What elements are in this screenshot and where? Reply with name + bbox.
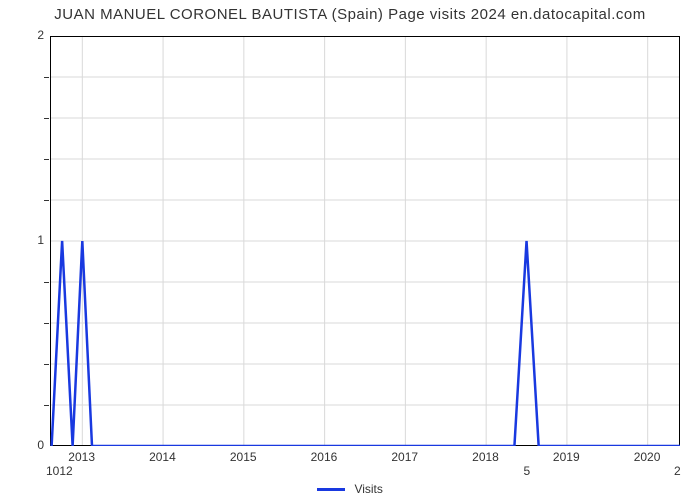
chart-title: JUAN MANUEL CORONEL BAUTISTA (Spain) Pag… xyxy=(0,6,700,23)
y-minor-tick xyxy=(44,200,49,201)
x-tick-label: 2017 xyxy=(391,450,418,464)
legend-swatch xyxy=(317,488,345,491)
y-tick-label: 0 xyxy=(37,438,44,452)
y-tick-label: 1 xyxy=(37,233,44,247)
y-minor-tick xyxy=(44,77,49,78)
chart-legend: Visits xyxy=(0,482,700,496)
y-minor-tick xyxy=(44,364,49,365)
chart-plot xyxy=(50,36,680,446)
chart-container: JUAN MANUEL CORONEL BAUTISTA (Spain) Pag… xyxy=(0,0,700,500)
x-tick-label: 2015 xyxy=(230,450,257,464)
legend-label: Visits xyxy=(354,482,382,496)
corner-label-bottom-left: 1012 xyxy=(46,464,73,478)
x-tick-label: 2014 xyxy=(149,450,176,464)
y-minor-tick xyxy=(44,405,49,406)
y-minor-tick xyxy=(44,118,49,119)
corner-label-bottom-right-inner: 5 xyxy=(524,464,531,478)
x-tick-label: 2018 xyxy=(472,450,499,464)
y-tick-label: 2 xyxy=(37,28,44,42)
y-minor-tick xyxy=(44,282,49,283)
corner-label-bottom-right-outer: 2 xyxy=(674,464,681,478)
x-tick-label: 2020 xyxy=(634,450,661,464)
y-minor-tick xyxy=(44,323,49,324)
y-minor-tick xyxy=(44,159,49,160)
x-tick-label: 2019 xyxy=(553,450,580,464)
x-tick-label: 2016 xyxy=(311,450,338,464)
x-tick-label: 2013 xyxy=(68,450,95,464)
